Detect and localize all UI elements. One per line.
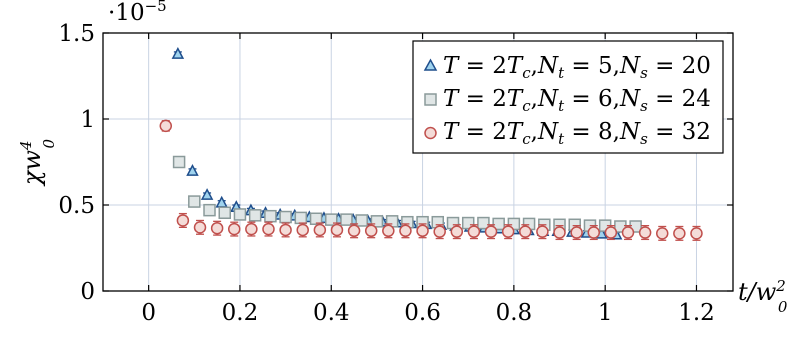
data-point-circle bbox=[347, 224, 361, 238]
data-point-circle bbox=[621, 226, 635, 239]
data-point-square bbox=[188, 195, 201, 208]
legend-label-2: T = 2Tc,Nt = 6,Ns = 24 bbox=[443, 86, 711, 115]
data-point-circle bbox=[330, 223, 344, 237]
data-point-square bbox=[233, 208, 247, 221]
y-axis-label: χw4 0 bbox=[17, 138, 58, 187]
x-tick-label: 0 bbox=[141, 300, 156, 326]
data-point-circle bbox=[450, 225, 464, 238]
series-2 bbox=[172, 155, 642, 233]
data-point-circle bbox=[245, 222, 258, 236]
data-point-circle bbox=[467, 225, 481, 238]
data-point-circle bbox=[279, 223, 292, 237]
x-tick-label: 0.4 bbox=[313, 300, 350, 326]
data-point-square bbox=[340, 213, 353, 226]
data-point-circle bbox=[570, 226, 583, 239]
data-point-circle bbox=[296, 223, 309, 237]
y-tick-label: 0 bbox=[80, 279, 95, 305]
data-point-circle bbox=[159, 119, 173, 133]
data-point-circle bbox=[228, 222, 241, 236]
data-point-circle bbox=[399, 224, 412, 238]
data-point-square bbox=[279, 210, 292, 224]
y-tick-label: 1.5 bbox=[58, 21, 95, 47]
data-point-circle bbox=[604, 226, 618, 239]
legend-entry-3: T = 2Tc,Nt = 8,Ns = 32 bbox=[424, 119, 711, 148]
axis-ticks: 0 0.2 0.4 0.6 0.8 1 1.2 0 0.5 1 1.5 bbox=[58, 21, 733, 326]
data-point-square bbox=[218, 206, 232, 219]
x-tick-label: 1.2 bbox=[678, 300, 715, 326]
data-point-square bbox=[172, 155, 186, 169]
data-point-circle bbox=[638, 226, 652, 239]
data-point-triangle bbox=[171, 47, 185, 59]
data-point-square bbox=[629, 220, 642, 233]
data-point-square bbox=[294, 211, 308, 225]
legend-box bbox=[412, 40, 724, 154]
legend-marker-circle bbox=[424, 126, 437, 140]
y-tick-label: 0.5 bbox=[58, 193, 95, 219]
data-point-square bbox=[309, 212, 323, 226]
data-point-square bbox=[461, 216, 475, 230]
x-tick-label: 1 bbox=[598, 300, 613, 326]
data-point-square bbox=[477, 216, 490, 230]
legend-label-3: T = 2Tc,Nt = 8,Ns = 32 bbox=[443, 119, 711, 148]
data-point-square bbox=[325, 213, 338, 226]
data-point-circle bbox=[484, 225, 498, 238]
data-point-circle bbox=[690, 227, 703, 240]
data-point-square bbox=[203, 203, 216, 217]
data-point-square bbox=[248, 209, 262, 222]
legend-label-1: T = 2Tc,Nt = 5,Ns = 20 bbox=[443, 53, 711, 82]
data-point-triangle bbox=[186, 163, 199, 176]
data-point-circle bbox=[536, 225, 549, 238]
data-point-circle bbox=[364, 224, 378, 238]
data-point-circle bbox=[655, 227, 669, 240]
data-point-circle bbox=[673, 227, 686, 240]
data-point-circle bbox=[519, 225, 532, 238]
data-layer bbox=[159, 47, 703, 241]
data-point-triangle bbox=[200, 188, 214, 200]
series-3 bbox=[159, 119, 703, 241]
legend-marker-triangle bbox=[423, 58, 438, 71]
x-tick-label: 0.2 bbox=[222, 300, 259, 326]
data-point-square bbox=[355, 214, 368, 227]
legend: T = 2Tc,Nt = 5,Ns = 20 T = 2Tc,Nt = 6,Ns… bbox=[412, 40, 724, 154]
data-point-square bbox=[614, 220, 627, 233]
data-point-triangle bbox=[215, 195, 228, 208]
data-point-circle bbox=[501, 225, 515, 238]
x-tick-label: 0.8 bbox=[496, 300, 533, 326]
legend-entry-2: T = 2Tc,Nt = 6,Ns = 24 bbox=[424, 86, 711, 115]
data-point-square bbox=[264, 209, 277, 223]
data-point-circle bbox=[587, 226, 601, 239]
data-point-circle bbox=[313, 223, 327, 237]
plot-frame bbox=[102, 32, 734, 292]
data-point-circle bbox=[193, 221, 207, 234]
data-point-circle bbox=[210, 221, 224, 235]
y-scale-factor: ·10−5 bbox=[108, 0, 167, 26]
data-point-circle bbox=[176, 214, 190, 227]
data-point-square bbox=[492, 217, 505, 231]
data-point-circle bbox=[262, 222, 275, 236]
data-point-square bbox=[370, 215, 384, 228]
data-point-circle bbox=[553, 226, 566, 239]
x-axis-label: t/w2 0 bbox=[738, 277, 788, 316]
data-point-circle bbox=[382, 224, 395, 238]
legend-entry-1: T = 2Tc,Nt = 5,Ns = 20 bbox=[423, 53, 711, 82]
y-tick-label: 1 bbox=[80, 107, 95, 133]
data-point-circle bbox=[433, 225, 446, 238]
x-tick-label: 0.6 bbox=[404, 300, 441, 326]
legend-marker-square bbox=[424, 93, 437, 106]
data-point-circle bbox=[416, 224, 429, 238]
